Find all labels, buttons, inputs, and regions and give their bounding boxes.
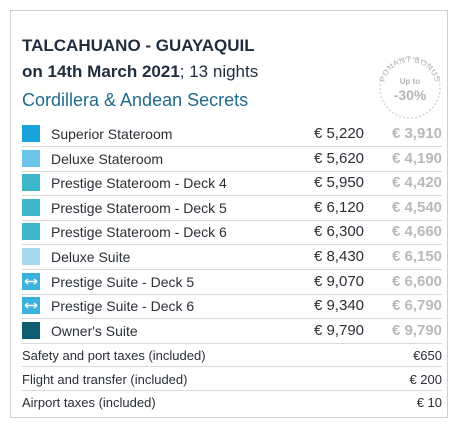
cabin-swatch: [22, 297, 40, 315]
price: € 9,340: [313, 297, 364, 315]
extra-row: Flight and transfer (included) € 200: [22, 368, 442, 391]
extra-row: Safety and port taxes (included) €650: [22, 344, 442, 367]
price: € 8,430: [313, 248, 364, 265]
route: TALCAHUANO - GUAYAQUIL: [22, 36, 255, 55]
cabin-swatch: [22, 248, 40, 265]
extra-row: Airport taxes (included) € 10: [22, 391, 442, 413]
price: € 5,950: [313, 174, 364, 192]
date: on 14th March 2021: [22, 62, 180, 81]
cabin-name: Prestige Stateroom - Deck 4: [51, 175, 227, 192]
extra-value: €650: [413, 348, 442, 363]
cabin-name: Deluxe Stateroom: [51, 150, 164, 167]
price: € 9,790: [313, 321, 364, 339]
price: € 5,220: [313, 125, 364, 142]
cabin-name: Prestige Stateroom - Deck 6: [51, 224, 227, 241]
extra-value: € 10: [416, 395, 442, 410]
cabin-swatch: [22, 198, 40, 216]
badge-prefix: Up to: [400, 77, 421, 86]
cabin-swatch: [22, 321, 40, 339]
cabin-row: Prestige Suite - Deck 5 € 9,070 € 6,600: [22, 270, 442, 295]
bonus-badge: PONANT BONUS Up to -30%: [378, 55, 442, 119]
cabin-name: Prestige Stateroom - Deck 5: [51, 199, 227, 216]
cabin-row: Owner's Suite € 9,790 € 9,790: [22, 319, 442, 344]
cabin-name: Deluxe Suite: [51, 249, 131, 265]
date-line: on 14th March 2021; 13 nights: [22, 62, 258, 82]
cabin-swatch: [22, 223, 40, 241]
badge-discount: -30%: [394, 87, 427, 103]
cabin-swatch: [22, 272, 40, 290]
cabin-swatch: [22, 174, 40, 192]
price: € 6,300: [313, 223, 364, 241]
price: € 6,120: [313, 198, 364, 216]
cabin-row: Deluxe Suite € 8,430 € 6,150: [22, 245, 442, 270]
cabin-swatch: [22, 125, 40, 142]
price: € 9,070: [313, 272, 364, 290]
cabin-name: Owner's Suite: [51, 322, 138, 339]
cabin-row: Deluxe Stateroom € 5,620 € 4,190: [22, 147, 442, 172]
cabin-row: Prestige Stateroom - Deck 6 € 6,300 € 4,66…: [22, 220, 442, 246]
cabin-name: Prestige Suite - Deck 6: [51, 298, 195, 315]
bonus-price: € 3,910: [391, 125, 442, 142]
extra-label: Flight and transfer (included): [22, 371, 188, 387]
bonus-price: € 4,540: [391, 198, 442, 216]
extra-label: Airport taxes (included): [22, 395, 156, 410]
extra-label: Safety and port taxes (included): [22, 348, 206, 363]
bonus-price: € 6,600: [391, 272, 442, 290]
bonus-price: € 4,190: [391, 149, 442, 167]
arrows-icon: [24, 278, 38, 285]
arrows-icon: [24, 302, 38, 309]
badge-ring: [379, 57, 441, 119]
bonus-price: € 6,150: [391, 248, 442, 265]
bonus-price: € 9,790: [391, 321, 442, 339]
cabin-row: Prestige Suite - Deck 6 € 9,340 € 6,790: [22, 294, 442, 320]
cabin-swatch: [22, 149, 40, 167]
cabin-row: Prestige Stateroom - Deck 5 € 6,120 € 4,54…: [22, 196, 442, 221]
cabin-name: Superior Stateroom: [51, 126, 173, 142]
cabin-row: Superior Stateroom € 5,220 € 3,910: [22, 122, 442, 147]
bonus-price: € 4,660: [391, 223, 442, 241]
cabin-row: Prestige Stateroom - Deck 4 € 5,950 € 4,42…: [22, 171, 442, 197]
bonus-price: € 4,420: [391, 174, 442, 192]
cruise-name: Cordillera & Andean Secrets: [22, 90, 249, 110]
price: € 5,620: [313, 149, 364, 167]
nights: ; 13 nights: [179, 62, 259, 81]
price-card: [10, 10, 448, 418]
bonus-price: € 6,790: [391, 297, 442, 315]
cabin-name: Prestige Suite - Deck 5: [51, 273, 195, 290]
extra-value: € 200: [409, 371, 442, 387]
